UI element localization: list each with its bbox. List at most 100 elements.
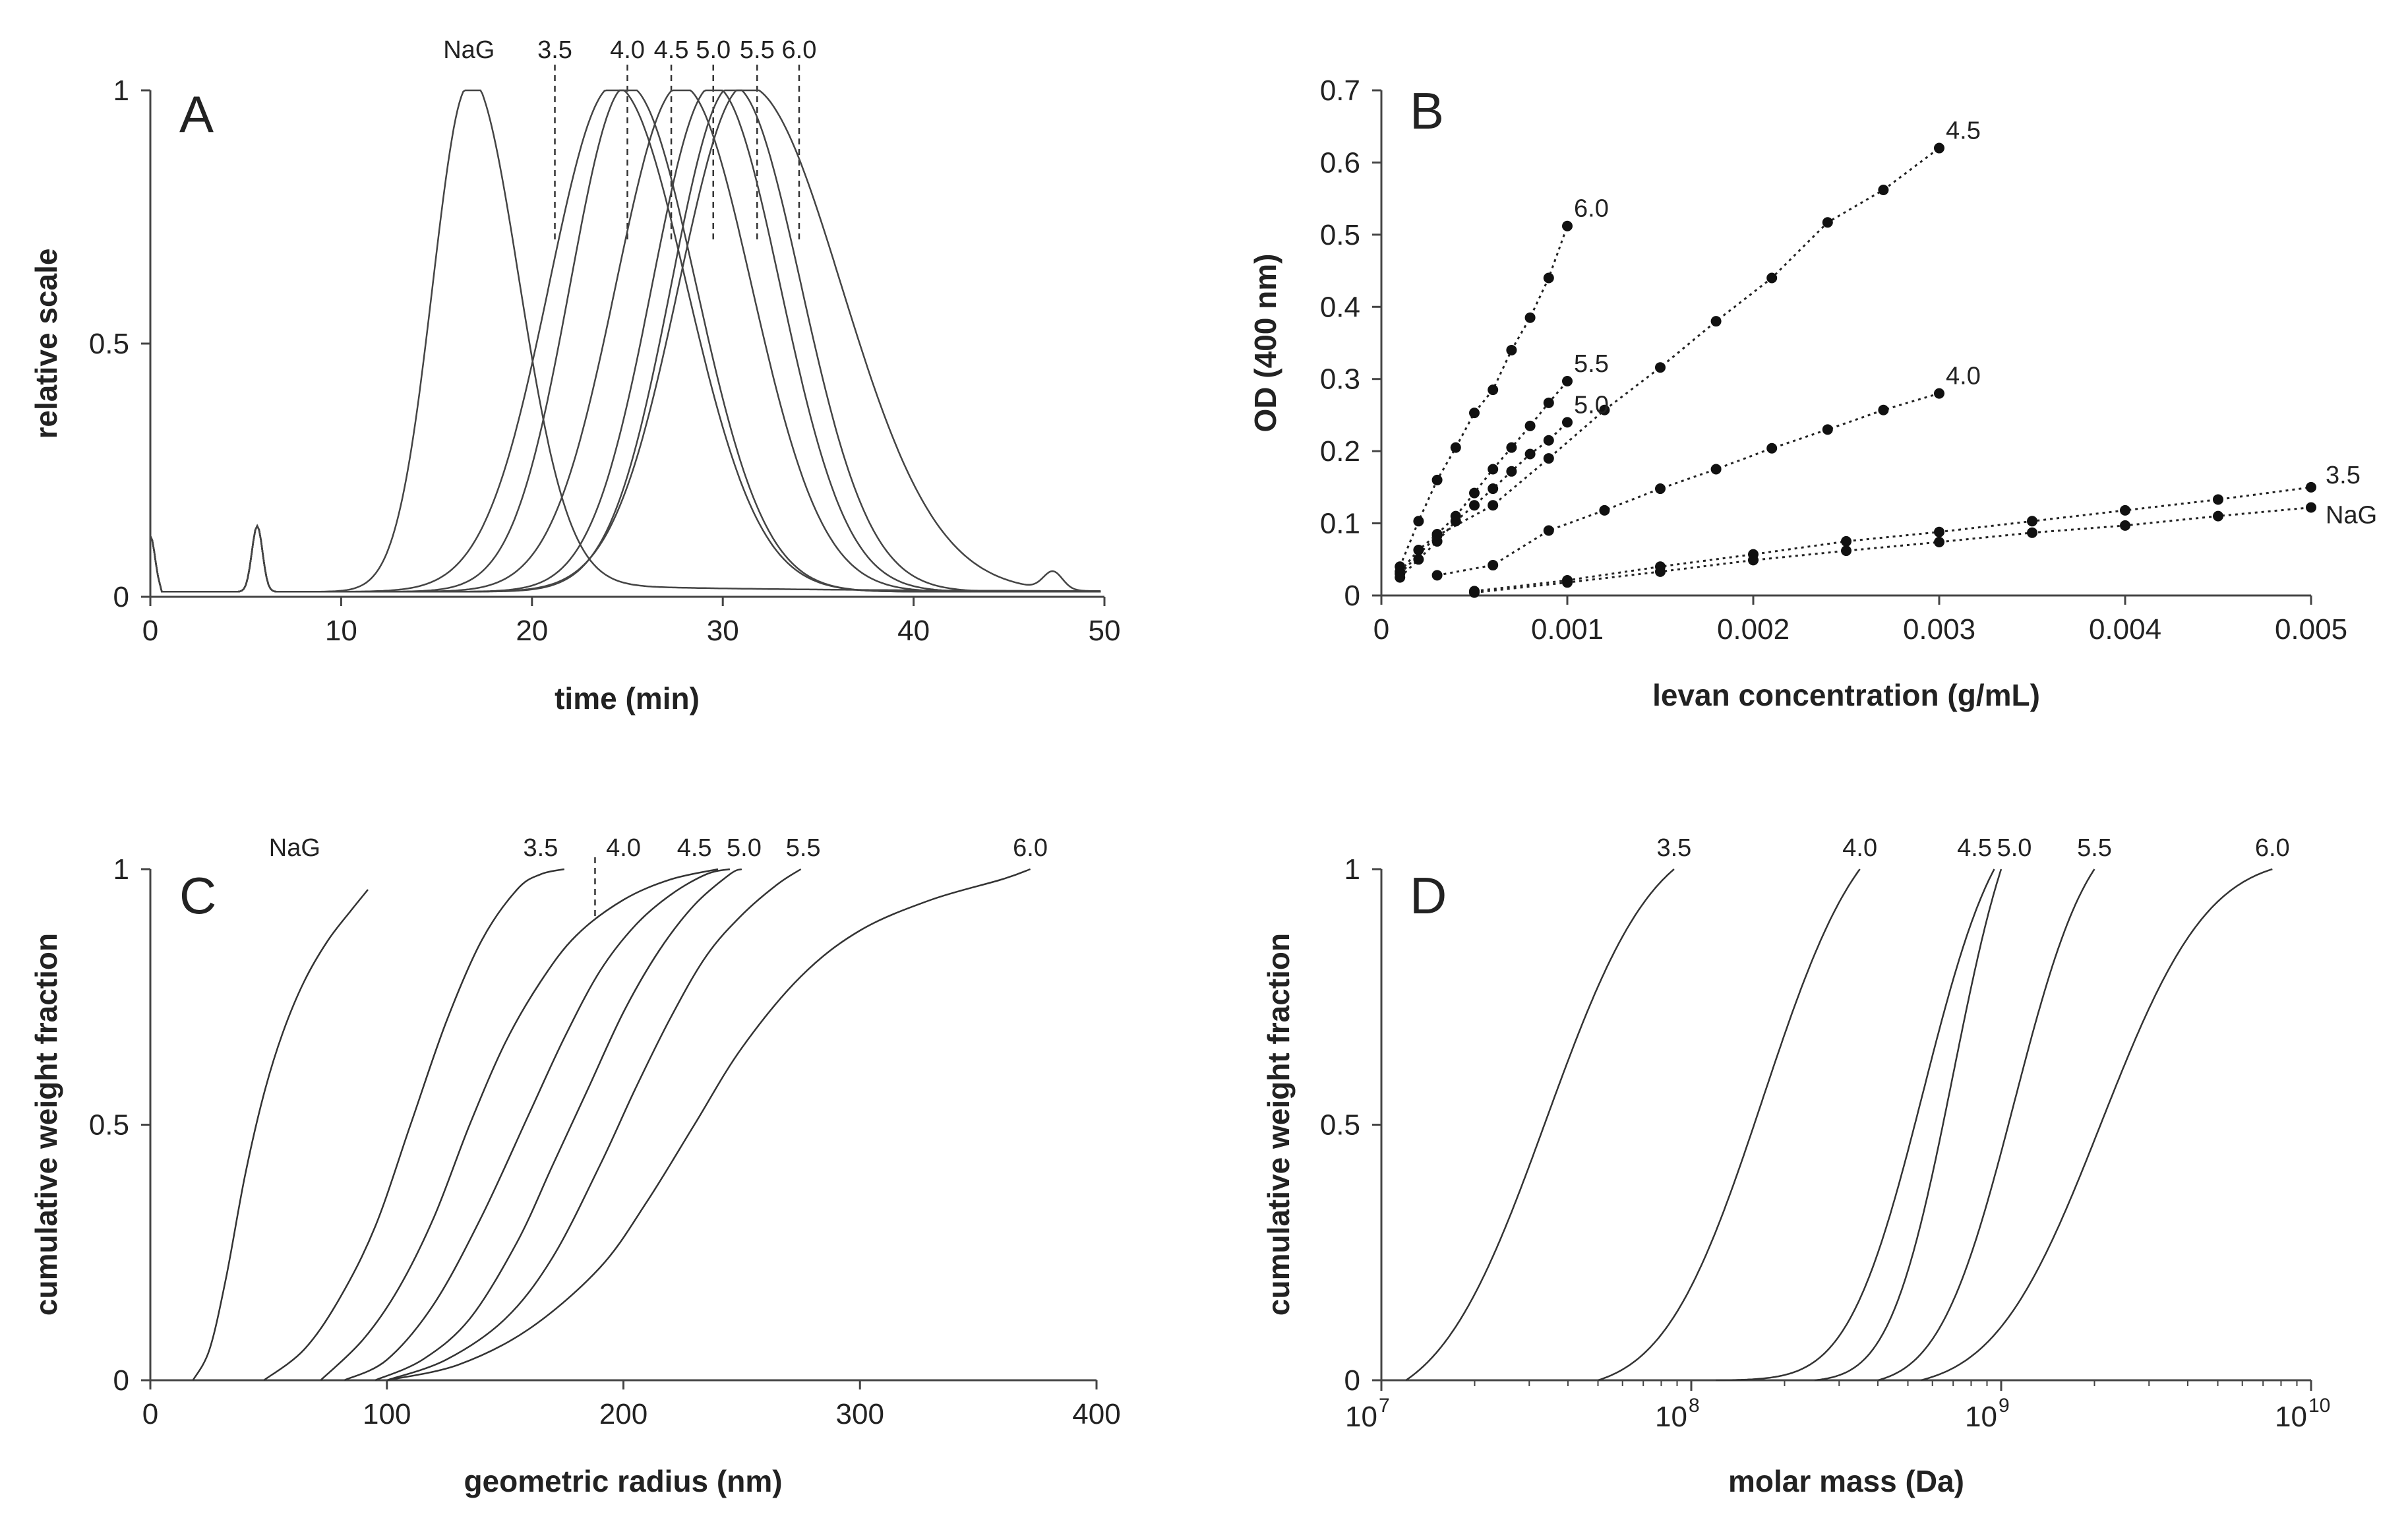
panel-c-y-tick-label: 0	[113, 1364, 129, 1397]
panel-a-letter: A	[179, 85, 214, 143]
panel-b-data-point	[1543, 435, 1554, 446]
panel-b-data-point	[1599, 404, 1610, 415]
panel-c: C geometric radius (nm) cumulative weigh…	[29, 834, 1121, 1498]
panel-c-series-label: 4.0	[606, 834, 641, 862]
panel-c-curve	[386, 868, 1031, 1382]
panel-b-data-point	[1506, 466, 1517, 477]
panel-b-trend-line	[1474, 486, 2312, 592]
panel-a-x-tick-label: 20	[516, 615, 548, 647]
panel-a-marker-label: NaG	[443, 36, 495, 64]
panel-b-data-point	[1450, 442, 1461, 453]
panel-b-trend-line	[1399, 226, 1569, 567]
panel-b-x-tick-label: 0.005	[2275, 613, 2347, 646]
panel-b-data-point	[1748, 555, 1759, 566]
panel-b-data-point	[1488, 483, 1499, 495]
panel-d-series-label: 5.0	[1997, 834, 2032, 862]
panel-b: B levan concentration (g/mL) OD (400 nm)…	[1248, 75, 2377, 712]
panel-b-series-label: 5.0	[1574, 391, 1609, 419]
panel-d-x-tick-base: 10	[1345, 1401, 1377, 1433]
panel-b-trend-line	[1437, 392, 1940, 576]
panel-d-curve	[1920, 868, 2273, 1382]
panel-b-data-point	[1524, 420, 1536, 431]
panel-b-data-point	[1506, 442, 1517, 453]
panel-b-data-point	[1655, 483, 1666, 495]
panel-b-y-tick-label: 0	[1344, 580, 1360, 612]
panel-d-y-tick-label: 0.5	[1320, 1109, 1360, 1142]
panel-b-data-point	[1562, 375, 1573, 386]
panel-c-x-tick-label: 0	[142, 1398, 158, 1430]
panel-b-y-tick-label: 0.7	[1320, 75, 1360, 107]
panel-b-data-point	[1766, 272, 1778, 284]
panel-b-series-label: 5.5	[1574, 350, 1609, 378]
panel-b-x-tick-label: 0.004	[2089, 613, 2161, 646]
panel-a: A time (min) relative scale 0 10 20 30 40 500…	[29, 36, 1120, 716]
panel-b-data-point	[1450, 516, 1461, 527]
panel-c-series-label: NaG	[269, 834, 320, 862]
panel-b-data-point	[1469, 408, 1480, 419]
panel-b-series-label: NaG	[2326, 501, 2377, 529]
panel-a-marker-label: 5.5	[740, 36, 775, 64]
panel-d-letter: D	[1410, 867, 1447, 925]
panel-a-x-tick-label: 40	[897, 615, 930, 647]
panel-b-data-point	[1488, 384, 1499, 396]
panel-d-x-tick-exponent: 7	[1379, 1395, 1390, 1417]
panel-a-x-tick-label: 50	[1089, 615, 1121, 647]
panel-d-x-tick-base: 10	[1965, 1401, 1997, 1433]
panel-b-x-tick-label: 0.003	[1903, 613, 1975, 646]
panel-a-y-title: relative scale	[29, 248, 63, 439]
panel-b-data-point	[1878, 185, 1889, 196]
panel-b-data-point	[1506, 344, 1517, 355]
panel-d-x-tick-exponent: 8	[1689, 1395, 1700, 1417]
panel-b-y-tick-label: 0.2	[1320, 435, 1360, 468]
panel-d-curve	[1716, 869, 1995, 1382]
panel-d-curve	[1405, 869, 1675, 1382]
panel-b-series-label: 4.0	[1946, 363, 1981, 390]
panel-b-y-title: OD (400 nm)	[1248, 254, 1282, 433]
panel-b-data-point	[1488, 500, 1499, 511]
panel-c-y-title: cumulative weight fraction	[29, 933, 63, 1316]
panel-b-data-point	[2120, 504, 2130, 516]
panel-b-data-point	[1413, 516, 1424, 527]
panel-c-series-label: 4.5	[677, 834, 712, 862]
panel-d-y-tick-label: 1	[1344, 853, 1360, 886]
panel-b-data-point	[1562, 220, 1573, 231]
panel-d-x-tick-exponent: 10	[2308, 1395, 2330, 1417]
panel-c-series-label: 5.0	[727, 834, 762, 862]
panel-d-y-title: cumulative weight fraction	[1261, 933, 1296, 1316]
panel-b-data-point	[1543, 397, 1554, 408]
panel-c-curve	[263, 868, 565, 1381]
panel-b-data-point	[1934, 537, 1944, 548]
panel-b-data-point	[1562, 417, 1573, 428]
panel-c-x-tick-label: 200	[599, 1398, 647, 1430]
panel-b-data-point	[1710, 464, 1722, 475]
panel-c-curve	[192, 889, 369, 1381]
panel-b-data-point	[1841, 535, 1851, 547]
panel-b-data-point	[1524, 312, 1536, 323]
panel-c-curve	[344, 868, 731, 1382]
panel-b-series-label: 6.0	[1574, 195, 1609, 223]
panel-d: D molar mass (Da) cumulative weight frac…	[1261, 834, 2330, 1498]
panel-b-y-tick-label: 0.4	[1320, 291, 1360, 323]
panel-b-data-point	[1488, 560, 1499, 571]
panel-b-data-point	[1431, 570, 1443, 581]
panel-d-x-tick-base: 10	[1655, 1401, 1687, 1433]
panel-a-x-title: time (min)	[555, 681, 700, 716]
panel-c-curve	[320, 868, 719, 1381]
panel-c-x-tick-label: 300	[836, 1398, 884, 1430]
panel-b-data-point	[1488, 464, 1499, 475]
panel-b-data-point	[1562, 577, 1573, 588]
panel-b-y-tick-label: 0.6	[1320, 146, 1360, 179]
panel-b-data-point	[1543, 453, 1554, 464]
panel-b-data-point	[1469, 487, 1480, 499]
panel-d-series-label: 3.5	[1656, 834, 1691, 862]
panel-c-x-tick-label: 400	[1072, 1398, 1120, 1430]
panel-c-y-tick-label: 1	[113, 853, 129, 886]
panel-d-series-label: 6.0	[2255, 834, 2290, 862]
panel-b-data-point	[1469, 587, 1480, 598]
panel-c-y-tick-label: 0.5	[89, 1109, 129, 1142]
panel-b-y-tick-label: 0.5	[1320, 219, 1360, 251]
panel-b-series-label: 4.5	[1946, 117, 1981, 145]
panel-a-y-tick-label: 1	[113, 75, 129, 107]
panel-b-data-point	[1841, 545, 1851, 557]
